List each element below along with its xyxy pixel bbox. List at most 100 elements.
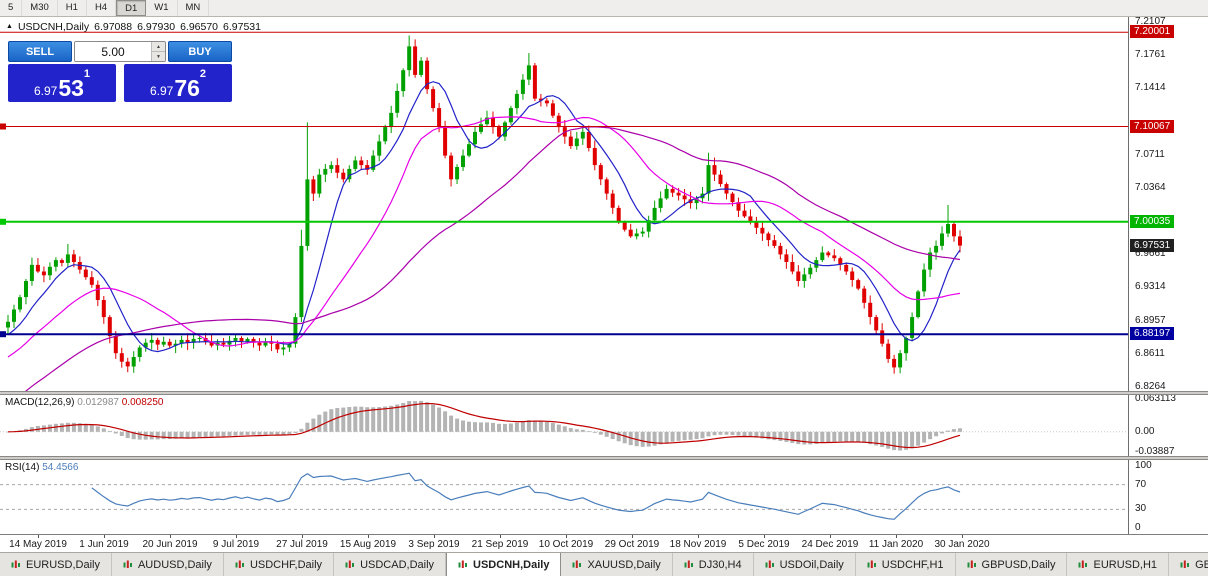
symbol-label: USDCNH,Daily	[17, 21, 90, 33]
rsi-tick: 30	[1135, 503, 1147, 515]
chart-tab-label: USDCAD,Daily	[360, 558, 435, 571]
buy-price-display[interactable]: 6.97 76 2	[124, 64, 232, 102]
chart-tab-label: DJ30,H4	[698, 558, 742, 571]
date-tick	[104, 535, 105, 538]
price-badge: 7.10067	[1130, 119, 1175, 133]
date-label: 11 Jan 2020	[868, 539, 924, 550]
macd-tick: 0.063113	[1135, 395, 1176, 404]
hline-handle[interactable]	[0, 123, 6, 130]
date-tick	[698, 535, 699, 538]
timeframe-button-W1[interactable]: W1	[146, 0, 178, 16]
timeframe-button-D1[interactable]: D1	[116, 0, 147, 16]
date-label: 27 Jul 2019	[276, 539, 328, 550]
chart-tab-dj30-h4[interactable]: DJ30,H4	[673, 553, 754, 576]
price-tick: 6.9314	[1135, 281, 1166, 293]
chart-tab-eurusd-daily[interactable]: EURUSD,Daily	[0, 553, 112, 576]
ma-45-line[interactable]	[8, 126, 961, 391]
date-tick	[896, 535, 897, 538]
volume-decrease-button[interactable]: ▼	[152, 52, 165, 61]
price-axis[interactable]: 7.2107 7.1761 7.1414 7.0711 7.0364 6.9661 6.93…	[1128, 17, 1208, 391]
sell-button[interactable]: SELL	[8, 41, 72, 62]
rsi-value: 54.4566	[42, 462, 79, 473]
price-tick: 6.8611	[1135, 348, 1165, 360]
chart-tab-usdchf-daily[interactable]: USDCHF,Daily	[224, 553, 335, 576]
price-badge: 7.20001	[1130, 25, 1175, 39]
chart-tab-usdcnh-daily[interactable]: USDCNH,Daily	[446, 553, 562, 576]
hline-handle[interactable]	[0, 218, 6, 225]
sell-price-pips: 53	[58, 75, 84, 101]
rsi-tick: 0	[1135, 522, 1141, 533]
volume-spinner: ▲ ▼	[151, 42, 165, 61]
chart-tab-eurusd-h1[interactable]: EURUSD,H1	[1067, 553, 1170, 576]
sell-price-display[interactable]: 6.97 53 1	[8, 64, 116, 102]
chart-tab-label: USDCNH,Daily	[473, 558, 550, 571]
ma-20-line[interactable]	[7, 116, 961, 358]
date-label: 1 Jun 2019	[79, 539, 129, 550]
chart-tab-label: GBPAUD,H1	[1195, 558, 1208, 571]
price-tick: 7.1761	[1135, 48, 1166, 60]
chart-tab-gbpusd-daily[interactable]: GBPUSD,Daily	[956, 553, 1068, 576]
date-label: 24 Dec 2019	[801, 539, 859, 550]
price-tick: 6.8957	[1135, 315, 1166, 327]
volume-control[interactable]: ▲ ▼	[74, 41, 166, 62]
date-label: 20 Jun 2019	[142, 539, 198, 550]
chart-tab-usdchf-h1[interactable]: USDCHF,H1	[856, 553, 956, 576]
macd-chart-canvas[interactable]	[0, 395, 1128, 456]
rsi-label: RSI(14) 54.4566	[5, 462, 78, 473]
rsi-chart-canvas[interactable]	[0, 460, 1128, 534]
timeframe-button-H1[interactable]: H1	[58, 0, 87, 16]
collapse-icon[interactable]: ▲	[6, 23, 13, 30]
chart-tabs-bar: EURUSD,Daily AUDUSD,Daily USDCHF,Daily USDC…	[0, 552, 1208, 576]
chart-tab-label: XAUUSD,Daily	[587, 558, 661, 571]
date-label: 18 Nov 2019	[669, 539, 727, 550]
rsi-panel[interactable]: RSI(14) 54.4566	[0, 460, 1128, 534]
macd-axis[interactable]: 0.063113 0.00 -0.03887	[1128, 395, 1208, 456]
buy-price-pips: 76	[174, 75, 200, 101]
price-badge: 7.00035	[1130, 214, 1175, 228]
timeframe-button-H4[interactable]: H4	[87, 0, 117, 16]
date-label: 21 Sep 2019	[471, 539, 529, 550]
chart-tab-label: USDOil,Daily	[779, 558, 844, 571]
timeframe-button-MN[interactable]: MN	[178, 0, 210, 16]
hline-handle[interactable]	[0, 331, 6, 338]
mini-chart-icon	[458, 560, 468, 568]
timeframe-button-5[interactable]: 5	[0, 0, 23, 16]
price-chart-panel[interactable]: ▲ USDCNH,Daily 6.97088 6.97930 6.96570 6…	[0, 17, 1128, 391]
chart-tab-xauusd-daily[interactable]: XAUUSD,Daily	[561, 553, 673, 576]
chart-tab-label: EURUSD,Daily	[26, 558, 100, 571]
chart-tab-usdoil-daily[interactable]: USDOil,Daily	[754, 553, 856, 576]
volume-input[interactable]	[75, 42, 151, 61]
ohlc-open-value: 6.97088	[94, 21, 133, 33]
macd-signal-value: 0.008250	[121, 397, 164, 408]
timeframe-button-M30[interactable]: M30	[22, 0, 58, 16]
date-label: 5 Dec 2019	[738, 539, 790, 550]
mini-chart-icon	[235, 560, 244, 568]
panel-splitter[interactable]	[0, 456, 1208, 460]
panel-splitter[interactable]	[0, 391, 1208, 395]
chart-tab-audusd-daily[interactable]: AUDUSD,Daily	[112, 553, 224, 576]
macd-panel[interactable]: MACD(12,26,9) 0.012987 0.008250	[0, 395, 1128, 456]
sell-price-base: 6.97	[33, 84, 58, 98]
price-badge: 6.97531	[1130, 238, 1175, 252]
macd-tick: 0.00	[1135, 425, 1155, 437]
date-tick	[170, 535, 171, 538]
ma-8-line[interactable]	[7, 81, 961, 353]
rsi-axis[interactable]: 100 70 30 0	[1128, 460, 1208, 534]
date-tick	[764, 535, 765, 538]
date-tick	[566, 535, 567, 538]
chart-tab-usdcad-daily[interactable]: USDCAD,Daily	[334, 553, 447, 576]
mini-chart-icon	[684, 560, 693, 568]
mini-chart-icon	[572, 560, 582, 568]
date-tick	[236, 535, 237, 538]
time-axis[interactable]: 14 May 2019 1 Jun 2019 20 Jun 2019 9 Jul 20…	[0, 534, 1208, 552]
rsi-name: RSI(14)	[5, 462, 40, 473]
buy-button[interactable]: BUY	[168, 41, 232, 62]
mini-chart-icon	[1078, 560, 1088, 568]
macd-name: MACD(12,26,9)	[5, 397, 75, 408]
date-label: 10 Oct 2019	[538, 539, 594, 550]
main-chart-canvas[interactable]	[0, 17, 1128, 391]
chart-tab-gbpaud-h1[interactable]: GBPAUD,H1	[1169, 553, 1208, 576]
volume-increase-button[interactable]: ▲	[152, 42, 165, 52]
